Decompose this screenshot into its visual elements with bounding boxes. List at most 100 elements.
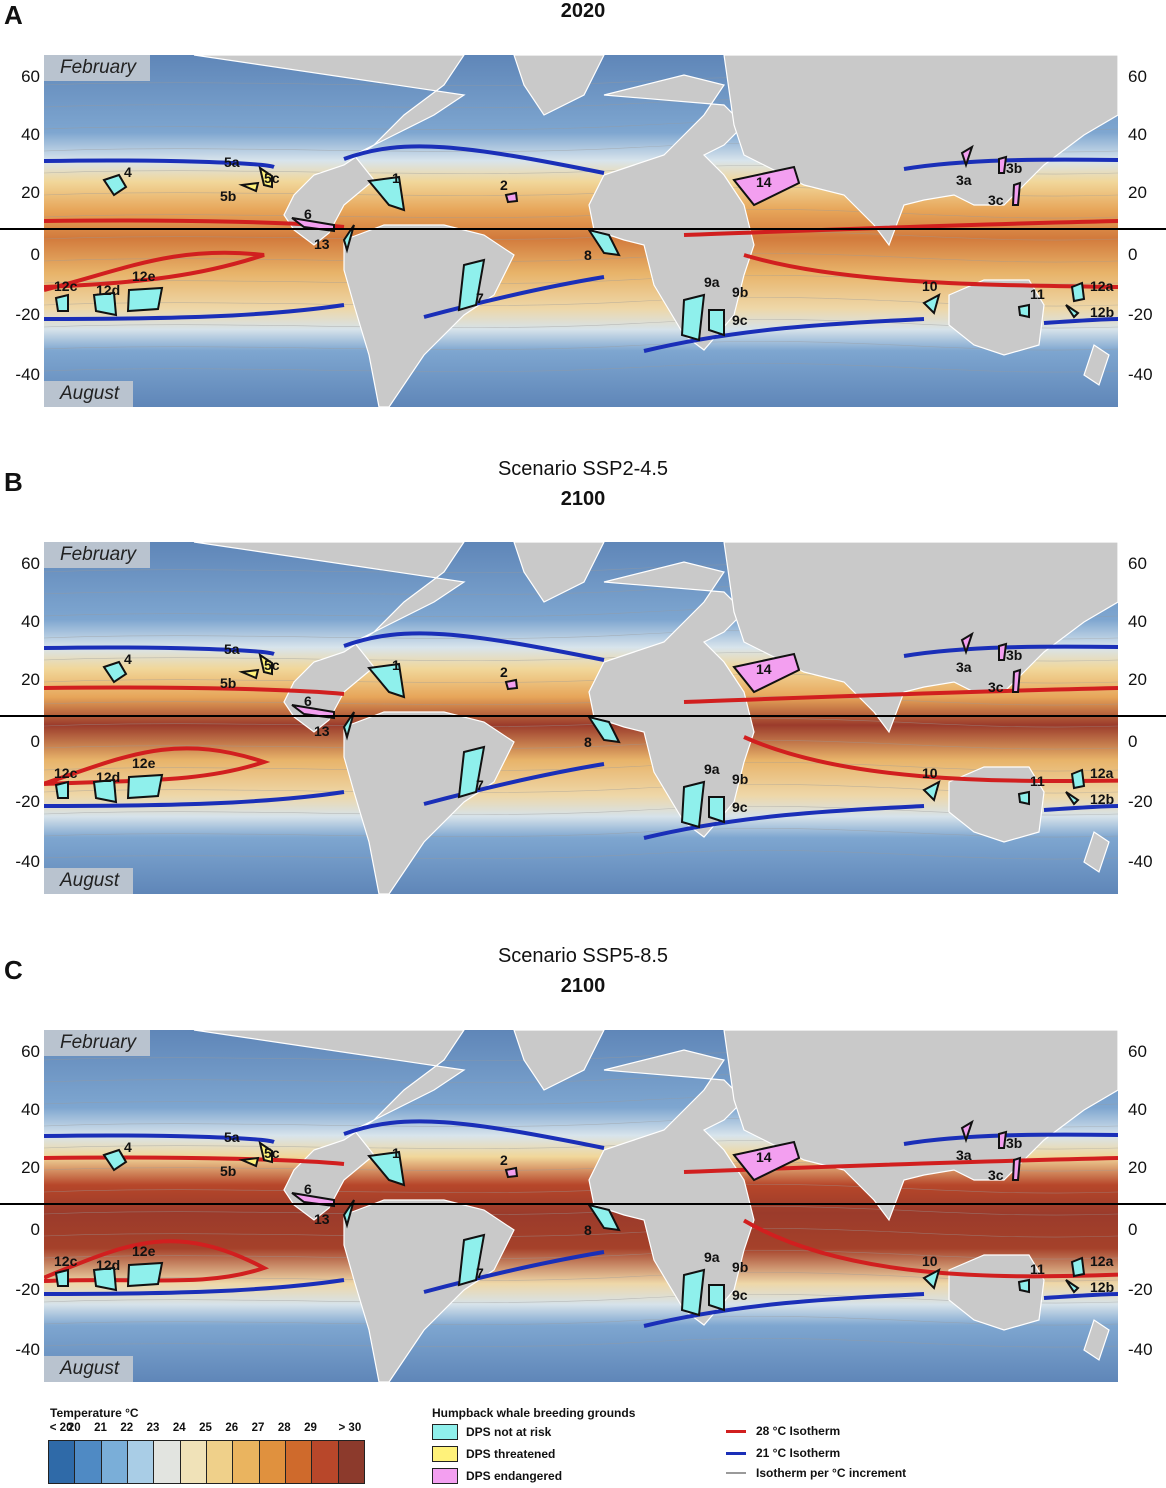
- region-label: 1: [392, 170, 400, 186]
- latitude-tick-label: 20: [1128, 183, 1147, 202]
- latitude-tick-label: 20: [1128, 670, 1147, 689]
- breeding-ground-polygon: [54, 1268, 69, 1287]
- latitude-tick-label: 40: [1128, 1100, 1147, 1119]
- region-label: 10: [922, 1253, 938, 1269]
- latitude-tick-label: 60: [21, 1042, 40, 1061]
- breeding-ground-polygon: [504, 191, 519, 204]
- colorbar-tick-label: 21: [94, 1422, 107, 1434]
- region-label: 3b: [1006, 647, 1022, 663]
- colorbar-cell: [154, 1441, 181, 1483]
- colorbar-tick-label: 20: [67, 1422, 81, 1434]
- breeding-ground-polygon: [922, 780, 941, 802]
- breeding-ground-polygon: [126, 1261, 164, 1288]
- colorbar-cell: [206, 1441, 234, 1483]
- season-label-bottom: August: [44, 381, 134, 407]
- breeding-ground-polygon: [291, 217, 335, 233]
- world-map: 1 2 3a 3b 3c 4 5a 5b 5c 6 7 8 9a 9b 9c 10 11 12a 12b 12c 12d…: [44, 542, 1118, 894]
- breeding-ground-polygon: [1011, 1156, 1022, 1181]
- latitude-tick-label: 60: [1128, 67, 1147, 86]
- latitude-tick-label: 0: [1128, 1220, 1138, 1239]
- region-label: 13: [314, 1211, 330, 1227]
- breeding-ground-polygon: [680, 1268, 706, 1317]
- latitude-tick-label: 60: [21, 67, 40, 86]
- breeding-ground-polygon: [54, 780, 69, 799]
- colorbar-cell: [49, 1441, 76, 1483]
- region-label: 5a: [224, 1129, 240, 1145]
- reference-line: [0, 715, 1166, 717]
- colorbar-tick-label: 23: [146, 1422, 160, 1434]
- region-label: 3a: [956, 659, 972, 675]
- region-label: 13: [314, 236, 330, 252]
- temperature-colorbar: [48, 1440, 365, 1484]
- breeding-ground-polygon: [92, 778, 118, 804]
- region-label: 7: [476, 1265, 484, 1281]
- legend-item-21-isotherm: 21 °C Isotherm: [726, 1446, 840, 1460]
- legend-item-28-isotherm: 28 °C Isotherm: [726, 1424, 840, 1438]
- isotherm-21-line: [726, 1451, 746, 1455]
- breeding-ground-polygon: [238, 668, 260, 680]
- colorbar-tick-label: 27: [251, 1422, 265, 1434]
- colorbar-cell: [338, 1441, 364, 1483]
- breeding-ground-polygon: [586, 715, 621, 744]
- legend-label: DPS threatened: [466, 1447, 556, 1461]
- region-label: 14: [756, 1149, 772, 1165]
- breeding-ground-polygon: [960, 631, 974, 656]
- latitude-tick-label: -40: [15, 852, 40, 871]
- region-label: 5a: [224, 154, 240, 170]
- breeding-ground-polygon: [1011, 181, 1022, 206]
- colorbar-cell: [259, 1441, 286, 1483]
- region-label: 3c: [988, 679, 1004, 695]
- breeding-ground-polygon: [367, 1150, 406, 1187]
- region-label: 14: [756, 174, 772, 190]
- legend-label: 21 °C Isotherm: [756, 1446, 841, 1460]
- breeding-ground-polygon: [342, 711, 355, 741]
- region-label: 8: [584, 1222, 592, 1238]
- latitude-tick-label: -40: [15, 365, 40, 384]
- colorbar-cell: [75, 1441, 102, 1483]
- panel-letter: C: [4, 955, 23, 985]
- reference-line: [0, 228, 1166, 230]
- breeding-ground-polygon: [586, 1203, 621, 1232]
- panel-year: 2100: [560, 975, 606, 997]
- breeding-ground-polygon: [291, 704, 335, 720]
- season-label-bottom: August: [44, 1356, 134, 1382]
- region-label: 4: [124, 651, 132, 667]
- season-label-bottom: August: [44, 868, 134, 894]
- breeding-ground-polygon: [732, 652, 801, 694]
- region-label: 12c: [54, 765, 78, 781]
- colorbar-cell: [180, 1441, 207, 1483]
- breeding-ground-polygon: [238, 181, 260, 193]
- breeding-ground-polygon: [102, 173, 128, 197]
- colorbar-tick-label: 25: [199, 1422, 212, 1434]
- breeding-ground-polygon: [732, 1140, 801, 1182]
- breeding-ground-polygon: [732, 165, 801, 207]
- colorbar-cell: [101, 1441, 128, 1483]
- legend-label: Isotherm per °C increment: [756, 1466, 907, 1480]
- breeding-ground-polygon: [922, 293, 941, 315]
- region-label: 10: [922, 278, 938, 294]
- season-label-top: February: [44, 1030, 151, 1056]
- breeding-ground-polygon: [102, 660, 128, 684]
- region-label: 5a: [224, 641, 240, 657]
- breeding-ground-polygon: [457, 258, 486, 312]
- latitude-tick-label: -20: [1128, 792, 1153, 811]
- region-label: 9a: [704, 761, 720, 777]
- breeding-ground-polygon: [680, 293, 706, 342]
- region-label: 12e: [132, 1243, 156, 1259]
- latitude-tick-label: 0: [30, 1220, 40, 1239]
- region-label: 9c: [732, 799, 748, 815]
- breeding-ground-polygon: [998, 642, 1008, 661]
- latitude-tick-label: 40: [1128, 125, 1147, 144]
- region-label: 13: [314, 723, 330, 739]
- latitude-tick-label: -20: [15, 305, 40, 324]
- panel-letter: A: [4, 0, 23, 30]
- breeding-ground-polygon: [457, 745, 486, 799]
- isotherm-increment-line: [726, 1472, 746, 1474]
- region-label: 7: [476, 777, 484, 793]
- colorbar-cell: [312, 1441, 339, 1483]
- season-label-top: February: [44, 542, 151, 568]
- region-label: 3b: [1006, 1135, 1022, 1151]
- colorbar-cell: [233, 1441, 260, 1483]
- breeding-ground-polygon: [126, 773, 164, 800]
- breeding-ground-polygon: [1065, 1279, 1080, 1294]
